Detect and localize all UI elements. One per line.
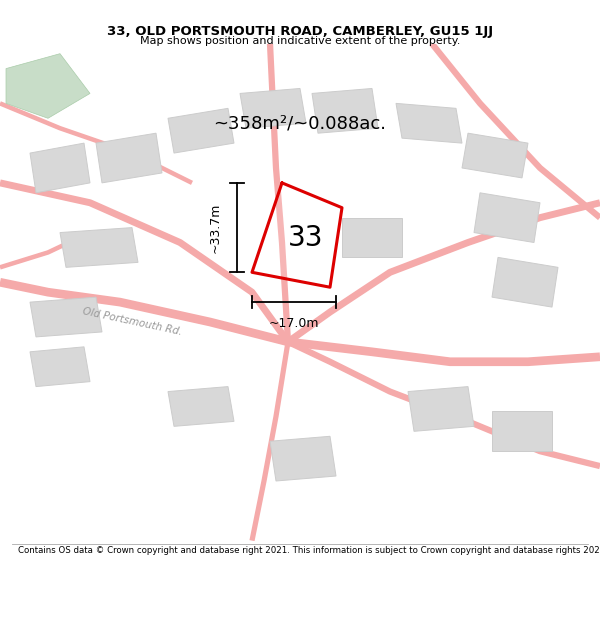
Text: ~17.0m: ~17.0m: [269, 317, 319, 330]
Polygon shape: [30, 143, 90, 192]
Polygon shape: [96, 133, 162, 183]
Polygon shape: [6, 54, 90, 118]
Polygon shape: [474, 192, 540, 242]
Polygon shape: [462, 133, 528, 178]
Text: Contains OS data © Crown copyright and database right 2021. This information is : Contains OS data © Crown copyright and d…: [18, 546, 600, 554]
Polygon shape: [30, 347, 90, 387]
Text: Map shows position and indicative extent of the property.: Map shows position and indicative extent…: [140, 36, 460, 46]
Text: Old Portsmouth Rd.: Old Portsmouth Rd.: [82, 306, 182, 338]
Polygon shape: [30, 297, 102, 337]
Polygon shape: [168, 108, 234, 153]
Polygon shape: [270, 436, 336, 481]
Text: 33: 33: [288, 224, 324, 251]
Polygon shape: [396, 103, 462, 143]
Polygon shape: [342, 217, 402, 258]
Polygon shape: [492, 411, 552, 451]
Polygon shape: [312, 89, 378, 133]
Text: ~358m²/~0.088ac.: ~358m²/~0.088ac.: [214, 114, 386, 132]
Text: ~33.7m: ~33.7m: [209, 202, 222, 252]
Polygon shape: [408, 387, 474, 431]
Polygon shape: [492, 258, 558, 307]
Polygon shape: [252, 183, 342, 288]
Polygon shape: [240, 89, 306, 128]
Polygon shape: [60, 228, 138, 268]
Polygon shape: [168, 387, 234, 426]
Text: 33, OLD PORTSMOUTH ROAD, CAMBERLEY, GU15 1JJ: 33, OLD PORTSMOUTH ROAD, CAMBERLEY, GU15…: [107, 25, 493, 38]
